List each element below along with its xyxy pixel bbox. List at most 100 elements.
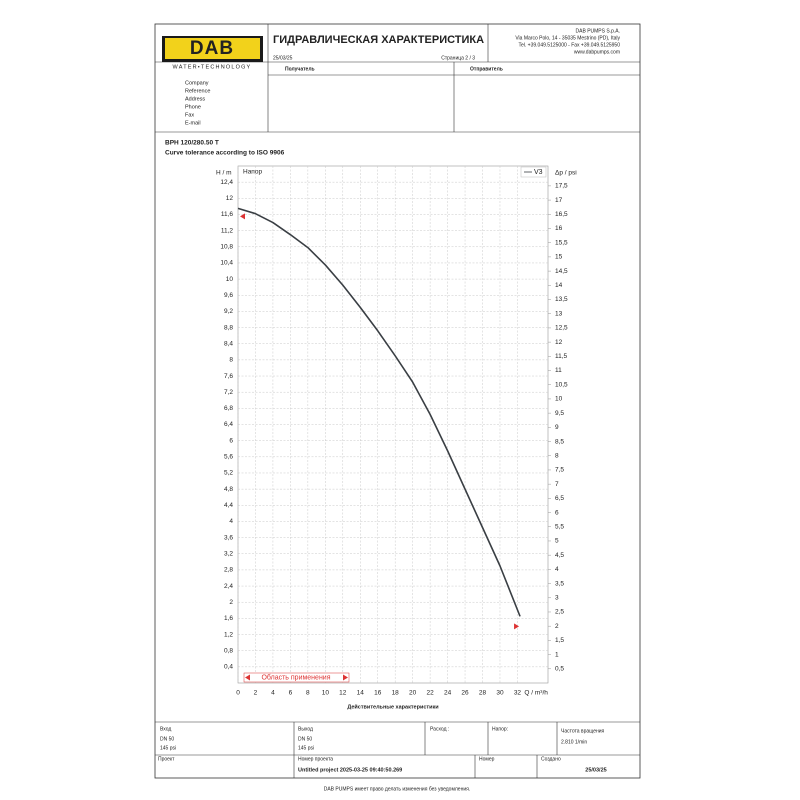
y2-tick-label: 16 xyxy=(555,225,563,232)
page-border xyxy=(154,23,641,779)
y2-tick-label: 2 xyxy=(555,623,559,630)
page-number: Страница 2 / 3 xyxy=(441,55,475,61)
field: Phone xyxy=(185,104,201,110)
y2-tick-label: 3,5 xyxy=(555,580,564,587)
y2-tick-label: 11,5 xyxy=(555,353,568,360)
y2-tick-label: 1,5 xyxy=(555,637,564,644)
y-axis-label: H / m xyxy=(216,170,232,177)
y2-tick-label: 17 xyxy=(555,197,563,204)
y2-tick-label: 10,5 xyxy=(555,381,568,388)
range-marker xyxy=(240,213,245,220)
company-line: Tel. +39.049.5125000 - Fax +39.049.51259… xyxy=(519,42,621,48)
model: BPH 120/280.50 T xyxy=(165,140,219,147)
y-tick-label: 12,4 xyxy=(220,179,233,186)
project-label: Номер xyxy=(479,756,495,762)
y-tick-label: 2 xyxy=(229,599,233,606)
x-tick-label: 30 xyxy=(496,690,504,697)
spec-value: 145 psi xyxy=(298,745,314,751)
doc-title: ГИДРАВЛИЧЕСКАЯ ХАРАКТЕРИСТИКА xyxy=(273,34,484,46)
y-tick-label: 5,2 xyxy=(224,470,233,477)
y-tick-label: 2,4 xyxy=(224,583,233,590)
date: 25/03/25 xyxy=(273,55,293,61)
y2-axis-label: Δp / psi xyxy=(555,170,577,177)
range-marker xyxy=(514,623,520,630)
x-tick-label: 8 xyxy=(306,690,310,697)
y-tick-label: 10,8 xyxy=(220,244,233,251)
company-line: Via Marco Polo, 14 - 35035 Mestrino (PD)… xyxy=(515,35,620,41)
y-tick-label: 8,4 xyxy=(224,340,233,347)
y-tick-label: 5,6 xyxy=(224,454,233,461)
y2-tick-label: 3 xyxy=(555,594,559,601)
y-tick-label: 0,4 xyxy=(224,664,233,671)
tagline: WATER•TECHNOLOGY xyxy=(173,64,252,70)
x-tick-label: 20 xyxy=(409,690,417,697)
spec-label: Вход xyxy=(160,726,171,732)
y2-tick-label: 17,5 xyxy=(555,183,568,190)
y2-tick-label: 16,5 xyxy=(555,211,568,218)
recipient: Получатель xyxy=(285,66,315,72)
y-tick-label: 3,6 xyxy=(224,534,233,541)
company-line: DAB PUMPS S.p.A. xyxy=(576,28,620,34)
y-tick-label: 12 xyxy=(226,195,234,202)
spec-value: 145 psi xyxy=(160,745,176,751)
x-tick-label: 6 xyxy=(289,690,293,697)
x-tick-label: 22 xyxy=(426,690,434,697)
curve xyxy=(237,207,521,617)
y2-tick-label: 6,5 xyxy=(555,495,564,502)
spec-label: Напор: xyxy=(492,726,508,732)
y-tick-label: 8,8 xyxy=(224,324,233,331)
tolerance: Curve tolerance according to ISO 9906 xyxy=(165,150,285,157)
field: Reference xyxy=(185,88,210,94)
annotation-box xyxy=(243,672,350,683)
field: Company xyxy=(185,80,209,86)
panel-label: Напор xyxy=(243,169,262,176)
x-tick-label: 18 xyxy=(392,690,400,697)
spec-label: Частота вращения xyxy=(561,728,605,734)
y-tick-label: 4 xyxy=(229,518,233,525)
y2-tick-label: 7 xyxy=(555,481,559,488)
y-tick-label: 8 xyxy=(229,357,233,364)
y2-tick-label: 14,5 xyxy=(555,268,568,275)
y2-tick-label: 12,5 xyxy=(555,325,568,332)
y2-tick-label: 6 xyxy=(555,509,559,516)
y2-tick-label: 12 xyxy=(555,339,563,346)
y-tick-label: 7,6 xyxy=(224,373,233,380)
y2-tick-label: 15,5 xyxy=(555,239,568,246)
field: Fax xyxy=(185,112,194,118)
spec-value: DN 50 xyxy=(298,736,312,742)
logo-yellow xyxy=(165,38,260,59)
y2-tick-label: 10 xyxy=(555,396,563,403)
y-tick-label: 2,8 xyxy=(224,567,233,574)
y2-tick-label: 4 xyxy=(555,566,559,573)
spec-label: Расход : xyxy=(430,726,449,732)
y2-tick-label: 15 xyxy=(555,254,563,261)
y-tick-label: 11,6 xyxy=(221,211,234,218)
field: E-mail xyxy=(185,120,201,126)
logo: DAB xyxy=(190,38,234,59)
y2-tick-label: 14 xyxy=(555,282,563,289)
x-tick-label: 4 xyxy=(271,690,275,697)
y2-tick-label: 1 xyxy=(555,651,559,658)
project-label: Проект xyxy=(158,756,175,762)
y2-tick-label: 5 xyxy=(555,538,559,545)
spec-value: 2.810 1/min xyxy=(561,739,587,745)
project-label: Создано xyxy=(541,756,561,762)
x-axis-label: Q / m³/h xyxy=(524,690,548,697)
project-label: Номер проекта xyxy=(298,756,333,762)
y-tick-label: 6,4 xyxy=(224,421,233,428)
y-tick-label: 7,2 xyxy=(224,389,233,396)
y-tick-label: 6,8 xyxy=(224,405,233,412)
x-tick-label: 26 xyxy=(461,690,469,697)
y2-tick-label: 7,5 xyxy=(555,467,564,474)
x-tick-label: 16 xyxy=(374,690,382,697)
y2-tick-label: 0,5 xyxy=(555,666,564,673)
x-tick-label: 0 xyxy=(236,690,240,697)
y2-tick-label: 5,5 xyxy=(555,523,564,530)
y-tick-label: 9,6 xyxy=(224,292,233,299)
chart: 0 2 4 6 8 10 12 14 16 18 20 22 24 26 28 30 320,40,81,21,… xyxy=(216,165,577,710)
y-tick-label: 11,2 xyxy=(221,227,234,234)
y-tick-label: 4,8 xyxy=(224,486,233,493)
y-tick-label: 0,8 xyxy=(224,647,233,654)
y2-tick-label: 11 xyxy=(555,367,562,374)
